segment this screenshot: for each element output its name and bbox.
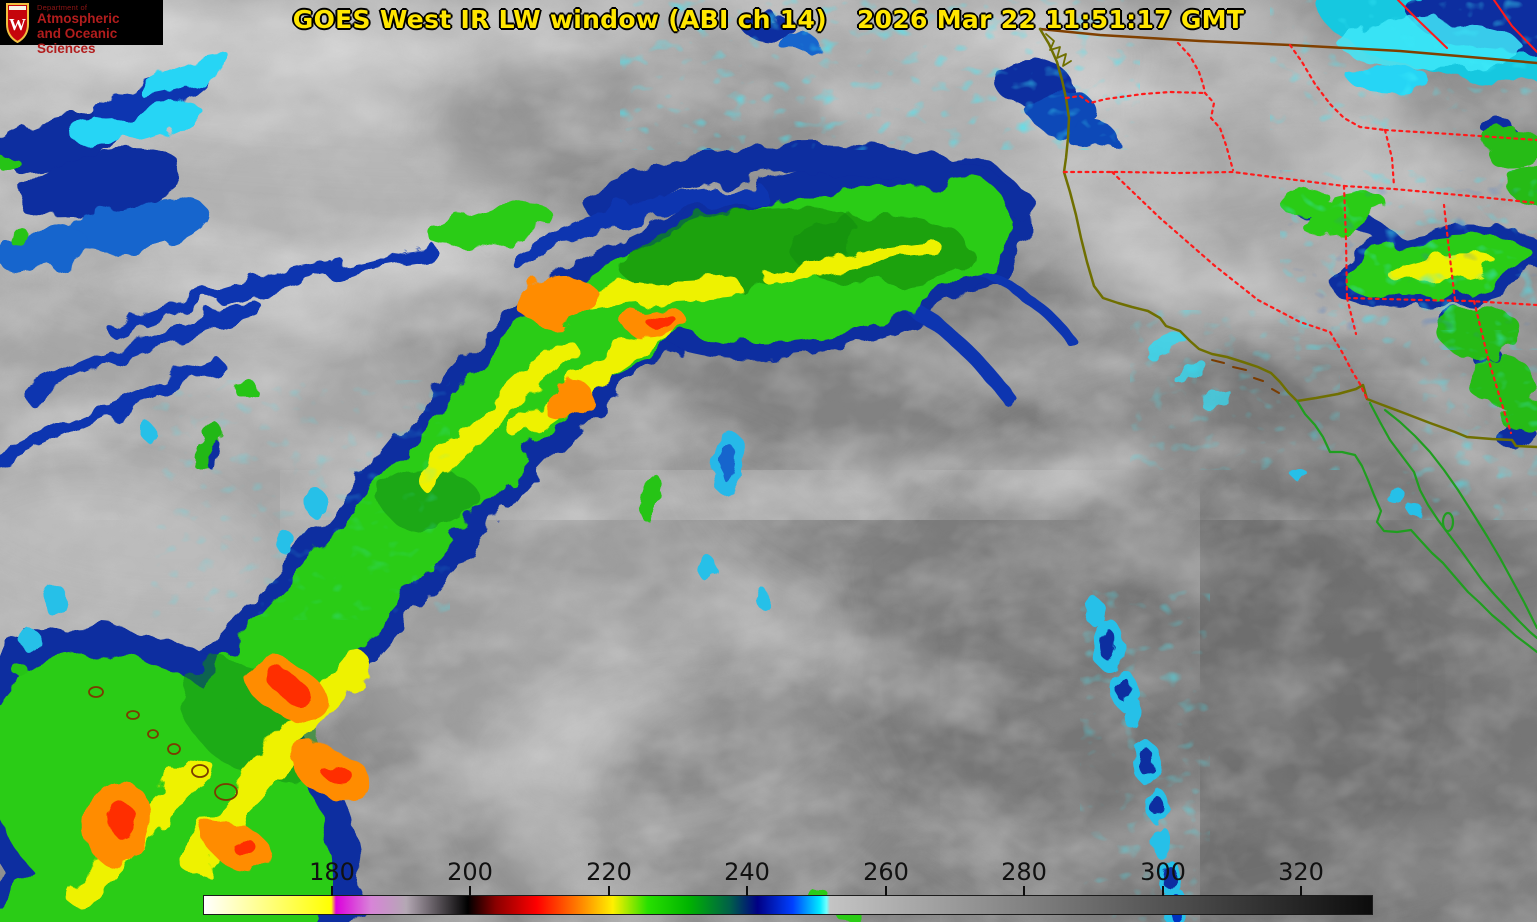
colorbar-tick (1300, 886, 1302, 896)
border-ut-co (1442, 203, 1457, 302)
logo-text: Department of Atmospheric and Oceanic Sc… (37, 3, 163, 57)
map-overlays (88, 0, 1537, 801)
mexico-coastline (1295, 399, 1537, 654)
colorbar-label: 300 (1140, 858, 1186, 886)
border-mt-wy (1383, 128, 1537, 142)
colorbar-tick (331, 886, 333, 896)
uw-aos-logo: W Department of Atmospheric and Oceanic … (0, 0, 163, 56)
cold-speckle-fields (150, 0, 1537, 922)
canada-province-borders (1397, 0, 1537, 53)
colorbar-label: 240 (724, 858, 770, 886)
crest-letter: W (9, 15, 26, 34)
colorbar-label: 320 (1278, 858, 1324, 886)
colorbar-label: 220 (586, 858, 632, 886)
border-id-mt (1288, 43, 1387, 132)
colorbar-tick (746, 886, 748, 896)
colorbar-label: 200 (447, 858, 493, 886)
colorbar-tick (469, 886, 471, 896)
logo-name-line1: Atmospheric (37, 11, 120, 26)
sonora-coast (1383, 408, 1537, 630)
colorbar-tick (1162, 886, 1164, 896)
colorbar-label: 280 (1001, 858, 1047, 886)
border-id-west (1176, 41, 1235, 172)
border-ca-nv (1110, 170, 1369, 401)
colorbar-tick (1023, 886, 1025, 896)
colorbar-gradient (204, 896, 1372, 914)
us-coastline (1038, 27, 1537, 449)
us-mexico-border-line (1295, 383, 1537, 449)
colorbar-tick (885, 886, 887, 896)
colorbar-label: 260 (863, 858, 909, 886)
storm-orange-red-layer (85, 276, 685, 872)
border-or-ca-nv (1062, 170, 1346, 188)
border-wa-or (1064, 90, 1207, 105)
image-title: GOES West IR LW window (ABI ch 14) (292, 5, 827, 34)
baja-east-coast (1368, 401, 1537, 640)
state-borders (1062, 41, 1537, 435)
logo-dept-line: Department of (37, 3, 88, 12)
border-nv-az (1345, 296, 1358, 336)
colorbar-label: 180 (309, 858, 355, 886)
channel-islands (1211, 359, 1280, 394)
border-nv-ut (1342, 184, 1349, 300)
border-id-wy (1383, 128, 1396, 188)
hawaiian-islands (88, 686, 238, 801)
border-wy-ut (1342, 184, 1537, 205)
image-title-bar: GOES West IR LW window (ABI ch 14) 2026 M… (0, 5, 1537, 34)
logo-name-line2: and Oceanic Sciences (37, 25, 118, 56)
temperature-colorbar: 180 200 220 240 260 280 300 320 (203, 858, 1373, 915)
border-ut-az (1345, 296, 1537, 307)
colorbar-tick (608, 886, 610, 896)
image-timestamp: 2026 Mar 22 11:51:17 GMT (856, 5, 1245, 34)
baja-west-coast (1295, 399, 1537, 654)
border-az-nm (1472, 299, 1513, 435)
uw-crest-icon: W (6, 3, 29, 43)
